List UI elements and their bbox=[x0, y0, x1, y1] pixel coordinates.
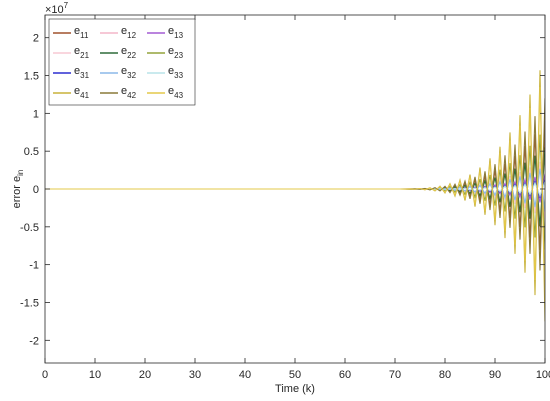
legend-label-e11: e11 bbox=[74, 25, 89, 40]
y-exponent-label: ×107 bbox=[45, 1, 69, 16]
legend-label-e13: e13 bbox=[168, 25, 184, 40]
legend-box bbox=[48, 18, 196, 106]
legend-label-e43: e43 bbox=[168, 85, 184, 100]
y-tick-label: 0.5 bbox=[24, 146, 39, 158]
x-tick-label: 40 bbox=[239, 369, 251, 381]
legend-label-e32: e32 bbox=[121, 65, 137, 80]
plot-area bbox=[45, 70, 545, 322]
series-line-e42 bbox=[45, 98, 545, 271]
y-tick-label: -2 bbox=[29, 335, 39, 347]
y-tick-label: -0.5 bbox=[20, 222, 39, 234]
x-tick-label: 60 bbox=[339, 369, 351, 381]
x-tick-label: 30 bbox=[189, 369, 201, 381]
y-tick-label: 1.5 bbox=[24, 71, 39, 83]
legend-label-e42: e42 bbox=[121, 85, 137, 100]
x-tick-label: 20 bbox=[139, 369, 151, 381]
x-tick-label: 50 bbox=[289, 369, 301, 381]
legend: e11 e12 e13 e21 e22 e23 e31 e32 e33 e41 e42 e43 bbox=[48, 18, 196, 106]
x-tick-label: 80 bbox=[439, 369, 451, 381]
legend-label-e31: e31 bbox=[74, 65, 90, 80]
y-tick-label: -1.5 bbox=[20, 297, 39, 309]
y-axis-title: error ein bbox=[11, 170, 25, 209]
y-tick-label: 2 bbox=[33, 33, 39, 45]
legend-label-e33: e33 bbox=[168, 65, 184, 80]
y-tick-label: -1 bbox=[29, 260, 39, 272]
x-axis-title: Time (k) bbox=[275, 383, 315, 395]
x-tick-label: 0 bbox=[42, 369, 48, 381]
series-line-e43 bbox=[45, 87, 545, 303]
legend-label-e12: e12 bbox=[121, 25, 137, 40]
legend-label-e41: e41 bbox=[74, 85, 90, 100]
legend-label-e21: e21 bbox=[74, 45, 90, 60]
legend-label-e23: e23 bbox=[168, 45, 184, 60]
y-tick-label: 1 bbox=[33, 108, 39, 120]
y-tick-label: 0 bbox=[33, 184, 39, 196]
legend-label-e22: e22 bbox=[121, 45, 137, 60]
series-line-e23 bbox=[45, 134, 545, 250]
x-tick-label: 70 bbox=[389, 369, 401, 381]
x-tick-label: 100 bbox=[536, 369, 550, 381]
x-tick-label: 90 bbox=[489, 369, 501, 381]
x-tick-label: 10 bbox=[89, 369, 101, 381]
